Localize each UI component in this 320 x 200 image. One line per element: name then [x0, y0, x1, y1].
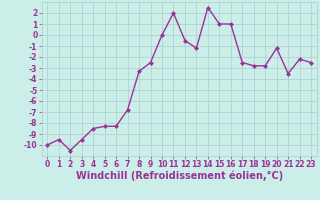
X-axis label: Windchill (Refroidissement éolien,°C): Windchill (Refroidissement éolien,°C): [76, 171, 283, 181]
